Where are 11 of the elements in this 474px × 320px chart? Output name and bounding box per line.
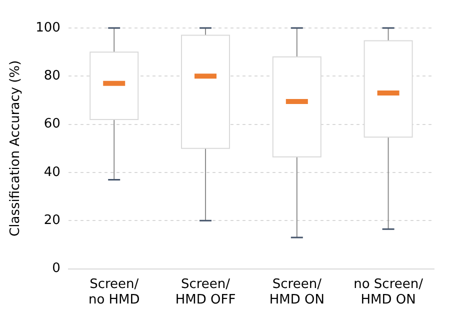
- y-tick-label: 40: [44, 164, 60, 180]
- y-tick-label: 0: [52, 261, 60, 276]
- x-tick-label: no Screen/ HMD ON: [354, 276, 424, 308]
- y-axis-title: Classification Accuracy (%): [8, 60, 24, 236]
- x-tick-label: Screen/ HMD ON: [269, 276, 324, 308]
- x-tick-label: Screen/ no HMD: [88, 276, 140, 308]
- y-tick-label: 60: [44, 116, 60, 132]
- x-tick-label: Screen/ HMD OFF: [175, 276, 236, 308]
- y-tick-label: 20: [44, 213, 60, 228]
- y-tick-label: 100: [36, 20, 60, 36]
- y-tick-label: 80: [44, 68, 60, 84]
